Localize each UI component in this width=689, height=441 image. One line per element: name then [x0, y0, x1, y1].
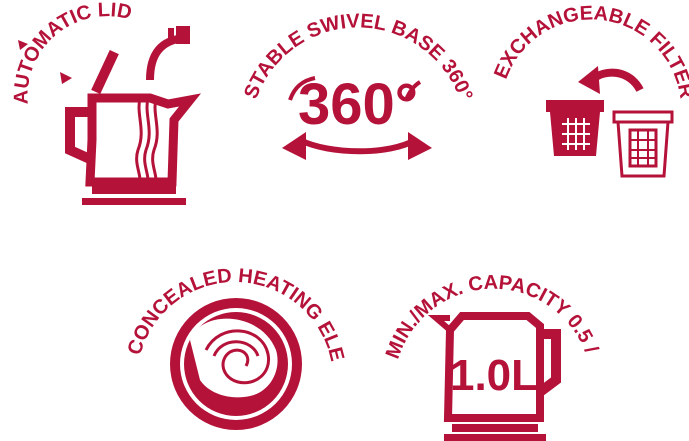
feature-label-automatic-lid: AUTOMATIC LID — [11, 0, 134, 104]
kettle-capacity-icon — [427, 312, 561, 441]
feature-automatic-lid: AUTOMATIC LID — [11, 0, 202, 205]
feature-swivel-base: STABLE SWIVEL BASE 360° 360° — [240, 10, 477, 160]
rotation-degrees-text: 360° — [298, 72, 418, 137]
feature-heating-element: CONCEALED HEATING ELEMENT — [0, 0, 348, 430]
heating-element-icon — [170, 298, 302, 430]
feature-filter: EXCHANGEABLE FILTER — [490, 2, 689, 178]
kettle-lid-icon — [18, 26, 202, 205]
filter-exchange-icon — [546, 66, 674, 178]
rotate-360-icon — [282, 76, 432, 160]
capacity-value-text: 1.0L — [450, 351, 538, 400]
